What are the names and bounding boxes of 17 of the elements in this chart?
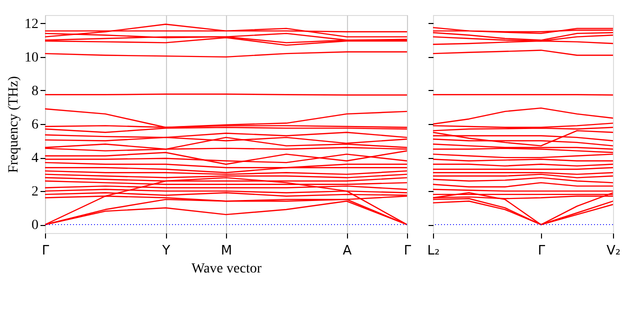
y-tick-label: 8 xyxy=(32,84,38,99)
x-tick-label: Γ xyxy=(404,244,412,258)
y-tick-label: 2 xyxy=(32,184,38,200)
y-tick-label: 4 xyxy=(32,151,38,166)
x-tick-label: L₂ xyxy=(427,244,440,258)
x-tick-label: V₂ xyxy=(606,244,621,258)
x-tick-label: Γ xyxy=(42,244,50,258)
x-tick-label: Γ xyxy=(538,244,546,258)
x-tick-label: A xyxy=(342,244,352,258)
y-tick-label: 12 xyxy=(24,16,38,32)
x-axis-title: Wave vector xyxy=(192,262,262,276)
y-tick-label: 6 xyxy=(32,118,38,132)
y-tick-label: 10 xyxy=(24,50,38,66)
y-tick-label: 0 xyxy=(32,218,38,234)
y-axis-title: Frequency (THz) xyxy=(6,76,22,173)
x-tick-label: M xyxy=(220,244,232,258)
x-tick-label: Y xyxy=(161,244,170,258)
